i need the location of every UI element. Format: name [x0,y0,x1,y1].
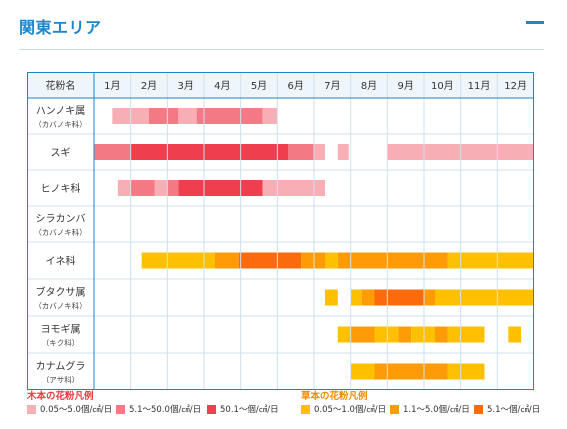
legend-item-tree-mid: 5.1〜50.0個/㎠/日 [116,403,201,415]
month-label: 2月 [141,80,157,92]
pollen-name: イネ科 [46,255,76,268]
pollen-bar [447,363,485,380]
month-label: 4月 [214,80,230,92]
corner-header: 花粉名 [46,79,76,92]
pollen-name: ハンノキ属 [36,105,86,117]
pollen-family: （カバノキ科） [34,227,87,237]
legend-label: 5.1〜50.0個/㎠/日 [129,405,202,415]
legend-swatch [116,404,125,414]
pollen-bar [337,144,349,160]
legend-swatch [27,404,36,414]
pollen-bar [288,144,314,160]
legend-label: 1.1〜5.0個/㎠/日 [403,405,470,415]
legend-label: 50.1〜個/㎠/日 [220,405,279,415]
pollen-bar [178,180,263,196]
pollen-bar [447,326,485,343]
legend-item-grass-high: 5.1〜個/㎠/日 [474,403,540,415]
pollen-bar [325,252,338,269]
pollen-bar [130,144,289,160]
table-border [27,72,534,390]
pollen-bar [435,289,534,306]
legend-swatch [207,404,216,414]
legend-label: 0.05〜1.0個/㎠/日 [314,405,387,415]
pollen-family: （カバノキ科） [34,119,87,129]
pollen-family: （キク科） [42,338,80,348]
legend-item-tree-high: 50.1〜個/㎠/日 [207,403,279,415]
tree-legend-title: 木本の花粉凡例 [27,391,94,402]
pollen-bar [262,108,278,124]
month-label: 3月 [177,80,193,92]
pollen-bar [117,180,131,196]
pollen-bar [350,289,362,306]
pollen-name: シラカンバ [36,213,86,225]
pollen-bar [508,326,522,343]
pollen-bar [215,252,239,269]
pollen-bar [435,326,448,343]
minus-icon[interactable] [526,21,544,24]
pollen-bar [447,252,534,269]
pollen-family: （アサ科） [42,375,80,385]
pollen-bar [398,326,412,343]
month-label: 5月 [251,80,267,92]
pollen-bar [167,180,179,196]
pollen-bar [130,180,155,196]
pollen-name: スギ [51,147,71,159]
pollen-bar [196,108,263,124]
month-label: 1月 [104,80,120,92]
pollen-bar [424,289,435,306]
pollen-name: カナムグラ [36,360,86,373]
pollen-name: ヨモギ属 [41,324,81,336]
area-header: 関東エリア [19,14,544,50]
pollen-family: （カバノキ科） [34,301,87,311]
month-label: 7月 [324,80,340,92]
legend-item-grass-low: 0.05〜1.0個/㎠/日 [301,403,386,415]
month-label: 6月 [287,80,303,92]
month-label: 8月 [361,80,377,92]
legend-item-grass-mid: 1.1〜5.0個/㎠/日 [390,403,470,415]
legend-swatch [390,404,399,414]
pollen-bar [325,289,338,306]
pollen-bar [238,252,302,269]
pollen-bar [94,144,131,160]
grass-legend-title: 草本の花粉凡例 [301,391,368,402]
legend-label: 0.05〜5.0個/㎠/日 [40,405,113,415]
pollen-bar [178,108,197,124]
pollen-bar [154,180,168,196]
area-title: 関東エリア [19,18,102,37]
month-label: 9月 [397,80,413,92]
pollen-bar [149,108,179,124]
month-label: 11月 [468,80,491,92]
legend-item-tree-low: 0.05〜5.0個/㎠/日 [27,403,112,415]
pollen-bar [262,180,325,196]
pollen-bar [374,289,424,306]
month-label: 12月 [504,80,527,92]
legend-swatch [474,404,483,414]
legend-swatch [301,404,310,414]
pollen-bar [374,326,399,343]
pollen-bar [411,326,435,343]
pollen-bar [374,363,448,380]
pollen-bar [337,326,351,343]
pollen-bar [314,144,325,160]
pollen-bar [141,252,215,269]
pollen-name: ヒノキ科 [41,182,81,195]
pollen-bar [361,289,375,306]
pollen-name: ブタクサ属 [36,286,86,299]
header-row-background [27,72,534,98]
pollen-bar [301,252,325,269]
pollen-bar [350,326,375,343]
legend-label: 5.1〜個/㎠/日 [487,405,541,415]
pollen-bar [337,252,448,269]
pollen-bar [350,363,375,380]
month-label: 10月 [431,80,454,92]
